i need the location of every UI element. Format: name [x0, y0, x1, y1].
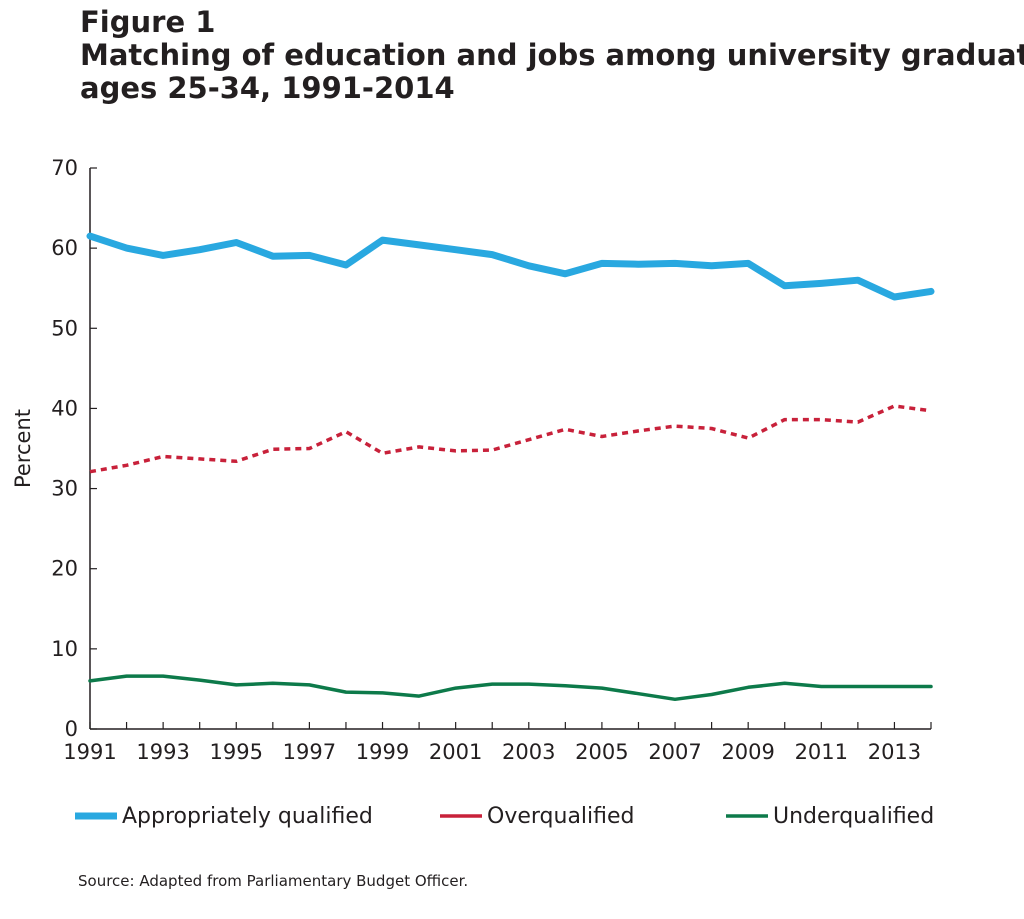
figure-title-line-2: ages 25-34, 1991-2014	[80, 71, 455, 105]
legend-label-appropriately-qualified: Appropriately qualified	[122, 804, 373, 829]
x-tick-label-2007: 2007	[648, 740, 701, 764]
y-tick-label-0: 0	[65, 717, 78, 741]
series-line-underqualified	[88, 674, 933, 702]
figure-title: Figure 1 Matching of education and jobs …	[80, 6, 1024, 105]
y-tick-label-20: 20	[51, 557, 78, 581]
y-tick-label-50: 50	[51, 316, 78, 340]
series-line-overqualified	[89, 404, 932, 474]
x-tick-label-1999: 1999	[356, 740, 409, 764]
y-tick-label-60: 60	[51, 236, 78, 260]
x-tick-label-2009: 2009	[721, 740, 774, 764]
y-tick-label-10: 10	[51, 637, 78, 661]
legend-label-overqualified: Overqualified	[487, 804, 635, 829]
x-tick-label-2013: 2013	[868, 740, 921, 764]
x-tick-label-1991: 1991	[63, 740, 116, 764]
figure-title-line-1: Matching of education and jobs among uni…	[80, 38, 1024, 72]
y-tick-label-70: 70	[51, 156, 78, 180]
legend-label-underqualified: Underqualified	[773, 804, 934, 829]
source-note: Source: Adapted from Parliamentary Budge…	[78, 872, 469, 890]
y-axis-label: Percent	[11, 409, 35, 488]
x-tick-label-1995: 1995	[210, 740, 263, 764]
y-tick-label-30: 30	[51, 477, 78, 501]
y-tick-label-40: 40	[51, 396, 78, 420]
x-tick-label-2001: 2001	[429, 740, 482, 764]
x-tick-label-2005: 2005	[575, 740, 628, 764]
x-tick-label-1997: 1997	[283, 740, 336, 764]
x-tick-label-2011: 2011	[795, 740, 848, 764]
x-tick-label-1993: 1993	[136, 740, 189, 764]
figure-label: Figure 1	[80, 5, 216, 39]
x-tick-label-2003: 2003	[502, 740, 555, 764]
series-line-appropriately-qualified	[86, 232, 935, 301]
